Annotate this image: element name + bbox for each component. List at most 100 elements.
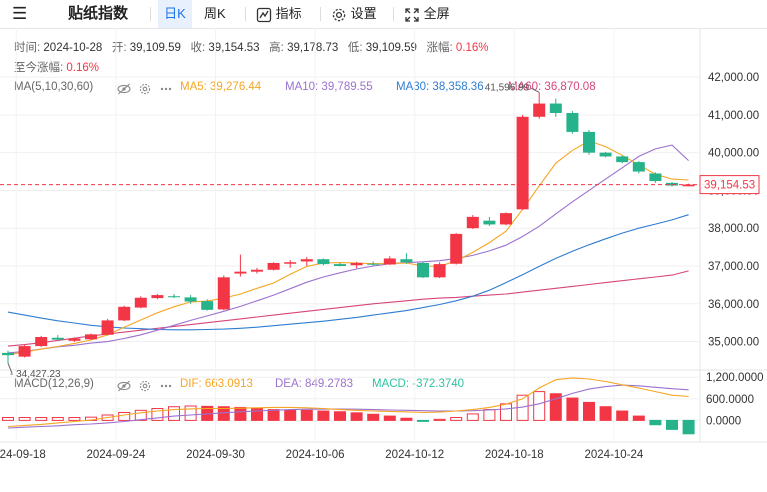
current-price-label: 39,154.53 (704, 180, 755, 192)
divider (150, 7, 151, 21)
macd-bar (317, 410, 330, 421)
more-icon[interactable] (160, 87, 172, 91)
eye-off-icon[interactable] (117, 83, 131, 95)
candle-body (682, 184, 695, 187)
low-label: 低: (347, 42, 363, 54)
macd-bar (466, 413, 479, 421)
macd-bar (267, 409, 280, 421)
change-label: 涨幅: (426, 42, 453, 54)
candle (466, 215, 479, 229)
eye-off-icon[interactable] (117, 380, 131, 392)
candle-body (566, 113, 579, 132)
tab-week-k[interactable]: 周K (204, 6, 226, 21)
candle (201, 299, 214, 311)
macd-bar (500, 403, 512, 421)
candle (68, 337, 81, 342)
candle-body (284, 262, 297, 264)
dif-legend: DIF: 663.0913 (180, 378, 253, 390)
candle-body (18, 346, 31, 357)
candle-body (317, 259, 330, 265)
macd-bar (549, 393, 562, 421)
price-grid (0, 76, 700, 343)
more-icon[interactable] (160, 384, 172, 388)
close-value: 39,154.53 (208, 42, 260, 54)
candle-body (134, 297, 147, 308)
index-title: 贴纸指数 (68, 5, 129, 22)
cumulative-value: 0.16% (66, 62, 100, 74)
dea-line (7, 384, 689, 429)
settings-label: 设置 (350, 6, 377, 21)
candle (284, 259, 297, 268)
time-label: 时间: (14, 42, 41, 54)
macd-bar (68, 417, 81, 421)
macd-bar (649, 419, 662, 426)
candle-body (184, 297, 197, 302)
candle-body (251, 269, 263, 272)
macd-bar (118, 411, 131, 421)
indicator-icon (256, 7, 272, 22)
candle (51, 335, 64, 341)
indicators-button[interactable]: 指标 (256, 0, 302, 28)
price-tick-label: 41,000.00 (708, 110, 759, 122)
macd-tick-label: 0.0000 (706, 415, 741, 427)
ma5-legend: MA5: 39,276.44 (180, 81, 262, 93)
cumulative-label: 至今涨幅: (14, 62, 64, 74)
candle (35, 335, 48, 347)
candle (334, 262, 346, 267)
menu-icon[interactable]: ☰ (12, 4, 28, 23)
candle (549, 98, 562, 117)
macd-bar (184, 405, 197, 421)
macd-bar (334, 411, 346, 421)
open-value: 39,109.59 (129, 42, 181, 54)
cumulative-info: 至今涨幅: 0.16% (14, 59, 99, 75)
candle-body (201, 301, 214, 310)
price-tick-label: 38,000.00 (708, 223, 759, 235)
candle (217, 275, 230, 311)
fullscreen-button[interactable]: 全屏 (404, 0, 450, 28)
gear-icon[interactable] (139, 83, 151, 95)
macd-bar (350, 412, 363, 421)
macd-bar (18, 417, 31, 421)
macd-bar (583, 401, 595, 421)
fullscreen-label: 全屏 (423, 6, 450, 21)
candle (500, 212, 512, 226)
candle (234, 254, 247, 277)
candle (251, 267, 263, 274)
dea-legend: DEA: 849.2783 (275, 378, 354, 390)
candle-body (51, 337, 64, 340)
macd-bar (2, 417, 14, 421)
candle-body (583, 131, 595, 153)
ma10-legend: MA10: 39,789.55 (285, 81, 373, 93)
ma-legend: MA(5,10,30,60) (14, 81, 93, 93)
candle-body (300, 259, 313, 262)
candle-body (616, 156, 629, 163)
macd-bar (450, 417, 463, 421)
candle (483, 216, 496, 226)
macd-bar (417, 419, 429, 422)
macd-legend-title: MACD(12,26,9) (14, 378, 94, 390)
macd-bar (367, 413, 380, 421)
candle-body (118, 306, 131, 321)
macd-bar (134, 409, 147, 421)
settings-button[interactable]: 设置 (331, 0, 377, 28)
price-tick-label: 37,000.00 (708, 261, 759, 273)
candle (18, 344, 31, 358)
close-label: 收: (190, 42, 206, 54)
candle (267, 262, 280, 271)
candle (300, 256, 313, 266)
ma-legend-title: MA(5,10,30,60) (14, 81, 94, 93)
current-price-tag (699, 175, 760, 195)
candle (118, 305, 131, 322)
price-tick-label: 40,000.00 (708, 148, 759, 160)
macd-bar (251, 408, 263, 421)
candle (2, 350, 14, 364)
divider (320, 7, 321, 21)
indicators-label: 指标 (275, 6, 302, 21)
candle-body (500, 213, 512, 225)
candle-body (417, 262, 429, 278)
tab-day-k[interactable]: 日K (158, 0, 192, 28)
candle-body (400, 259, 413, 263)
gear-icon[interactable] (139, 380, 151, 392)
candle-body (267, 262, 280, 270)
